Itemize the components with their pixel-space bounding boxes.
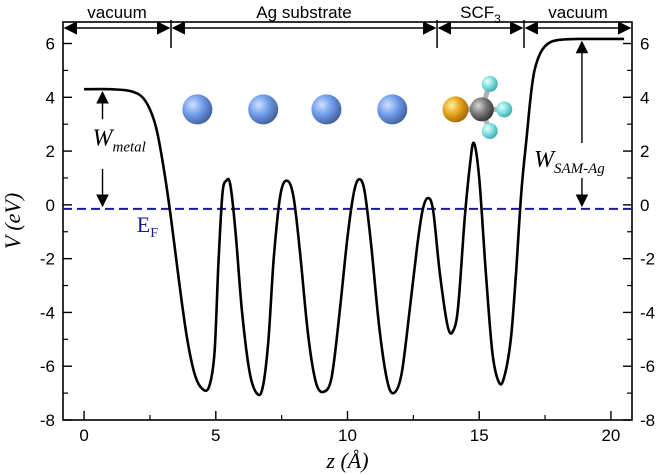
w-metal-label: Wmetal bbox=[93, 126, 146, 156]
ag-atom bbox=[248, 94, 279, 125]
c-atom bbox=[469, 97, 494, 122]
y-tick-label-left: -6 bbox=[40, 357, 55, 376]
w-sam-main: W bbox=[534, 147, 556, 173]
potential-curve bbox=[84, 37, 625, 397]
y-axis-label: V (eV) bbox=[0, 193, 25, 249]
x-axis-ticks: 0 5 10 15 20 bbox=[79, 411, 620, 445]
y-tick-label-left: 4 bbox=[46, 88, 55, 107]
region-brackets bbox=[63, 20, 632, 48]
ag-atom bbox=[311, 94, 342, 125]
y-tick-label-left: 0 bbox=[46, 196, 55, 215]
x-tick-label: 20 bbox=[601, 426, 620, 445]
f-atom bbox=[496, 101, 513, 118]
y-tick-label-right: 2 bbox=[640, 142, 649, 161]
f-atom bbox=[481, 122, 498, 139]
y-tick-label-right: 6 bbox=[640, 35, 649, 54]
ag-atom bbox=[377, 94, 408, 125]
scf-main-text: SCF bbox=[460, 3, 494, 22]
w-metal-subscript: metal bbox=[113, 140, 146, 156]
x-tick-label: 0 bbox=[79, 426, 88, 445]
x-tick-label: 15 bbox=[470, 426, 489, 445]
y-tick-label-right: -2 bbox=[640, 250, 655, 269]
w-metal-main: W bbox=[93, 126, 115, 152]
y-tick-label-left: -8 bbox=[40, 411, 55, 430]
y-tick-label-right: -6 bbox=[640, 357, 655, 376]
region-label-ag-substrate: Ag substrate bbox=[256, 3, 351, 22]
x-tick-label: 10 bbox=[338, 426, 357, 445]
y-tick-label-right: 0 bbox=[640, 196, 649, 215]
scf-subscript: 3 bbox=[494, 12, 501, 26]
y-axis-label-group: V (eV) bbox=[0, 193, 25, 249]
y-tick-label-right: -8 bbox=[640, 411, 655, 430]
y-axis-ticks: -8 -8 -6 -6 -4 -4 -2 -2 0 0 2 2 4 4 6 6 bbox=[40, 35, 655, 430]
y-tick-label-left: -4 bbox=[40, 303, 55, 322]
w-sam-subscript: SAM-Ag bbox=[554, 161, 605, 177]
y-tick-label-right: -4 bbox=[640, 303, 655, 322]
region-label-vacuum-right: vacuum bbox=[548, 3, 608, 22]
fermi-level-label: EF bbox=[137, 212, 158, 241]
region-label-vacuum-left: vacuum bbox=[87, 3, 147, 22]
x-tick-label: 5 bbox=[211, 426, 220, 445]
s-atom bbox=[442, 96, 469, 123]
work-function-arrows bbox=[96, 40, 589, 208]
region-label-scf3: SCF3 bbox=[460, 3, 501, 26]
atom-chain bbox=[182, 75, 513, 139]
f-atom bbox=[481, 75, 498, 92]
y-tick-label-left: 6 bbox=[46, 35, 55, 54]
w-sam-label: WSAM-Ag bbox=[534, 147, 605, 177]
x-axis-label: z (Å) bbox=[325, 448, 368, 473]
ag-atom bbox=[182, 94, 213, 125]
ef-main-text: E bbox=[137, 212, 150, 237]
y-tick-label-left: 2 bbox=[46, 142, 55, 161]
y-tick-label-left: -2 bbox=[40, 250, 55, 269]
y-tick-label-right: 4 bbox=[640, 88, 649, 107]
ef-subscript: F bbox=[150, 226, 158, 241]
